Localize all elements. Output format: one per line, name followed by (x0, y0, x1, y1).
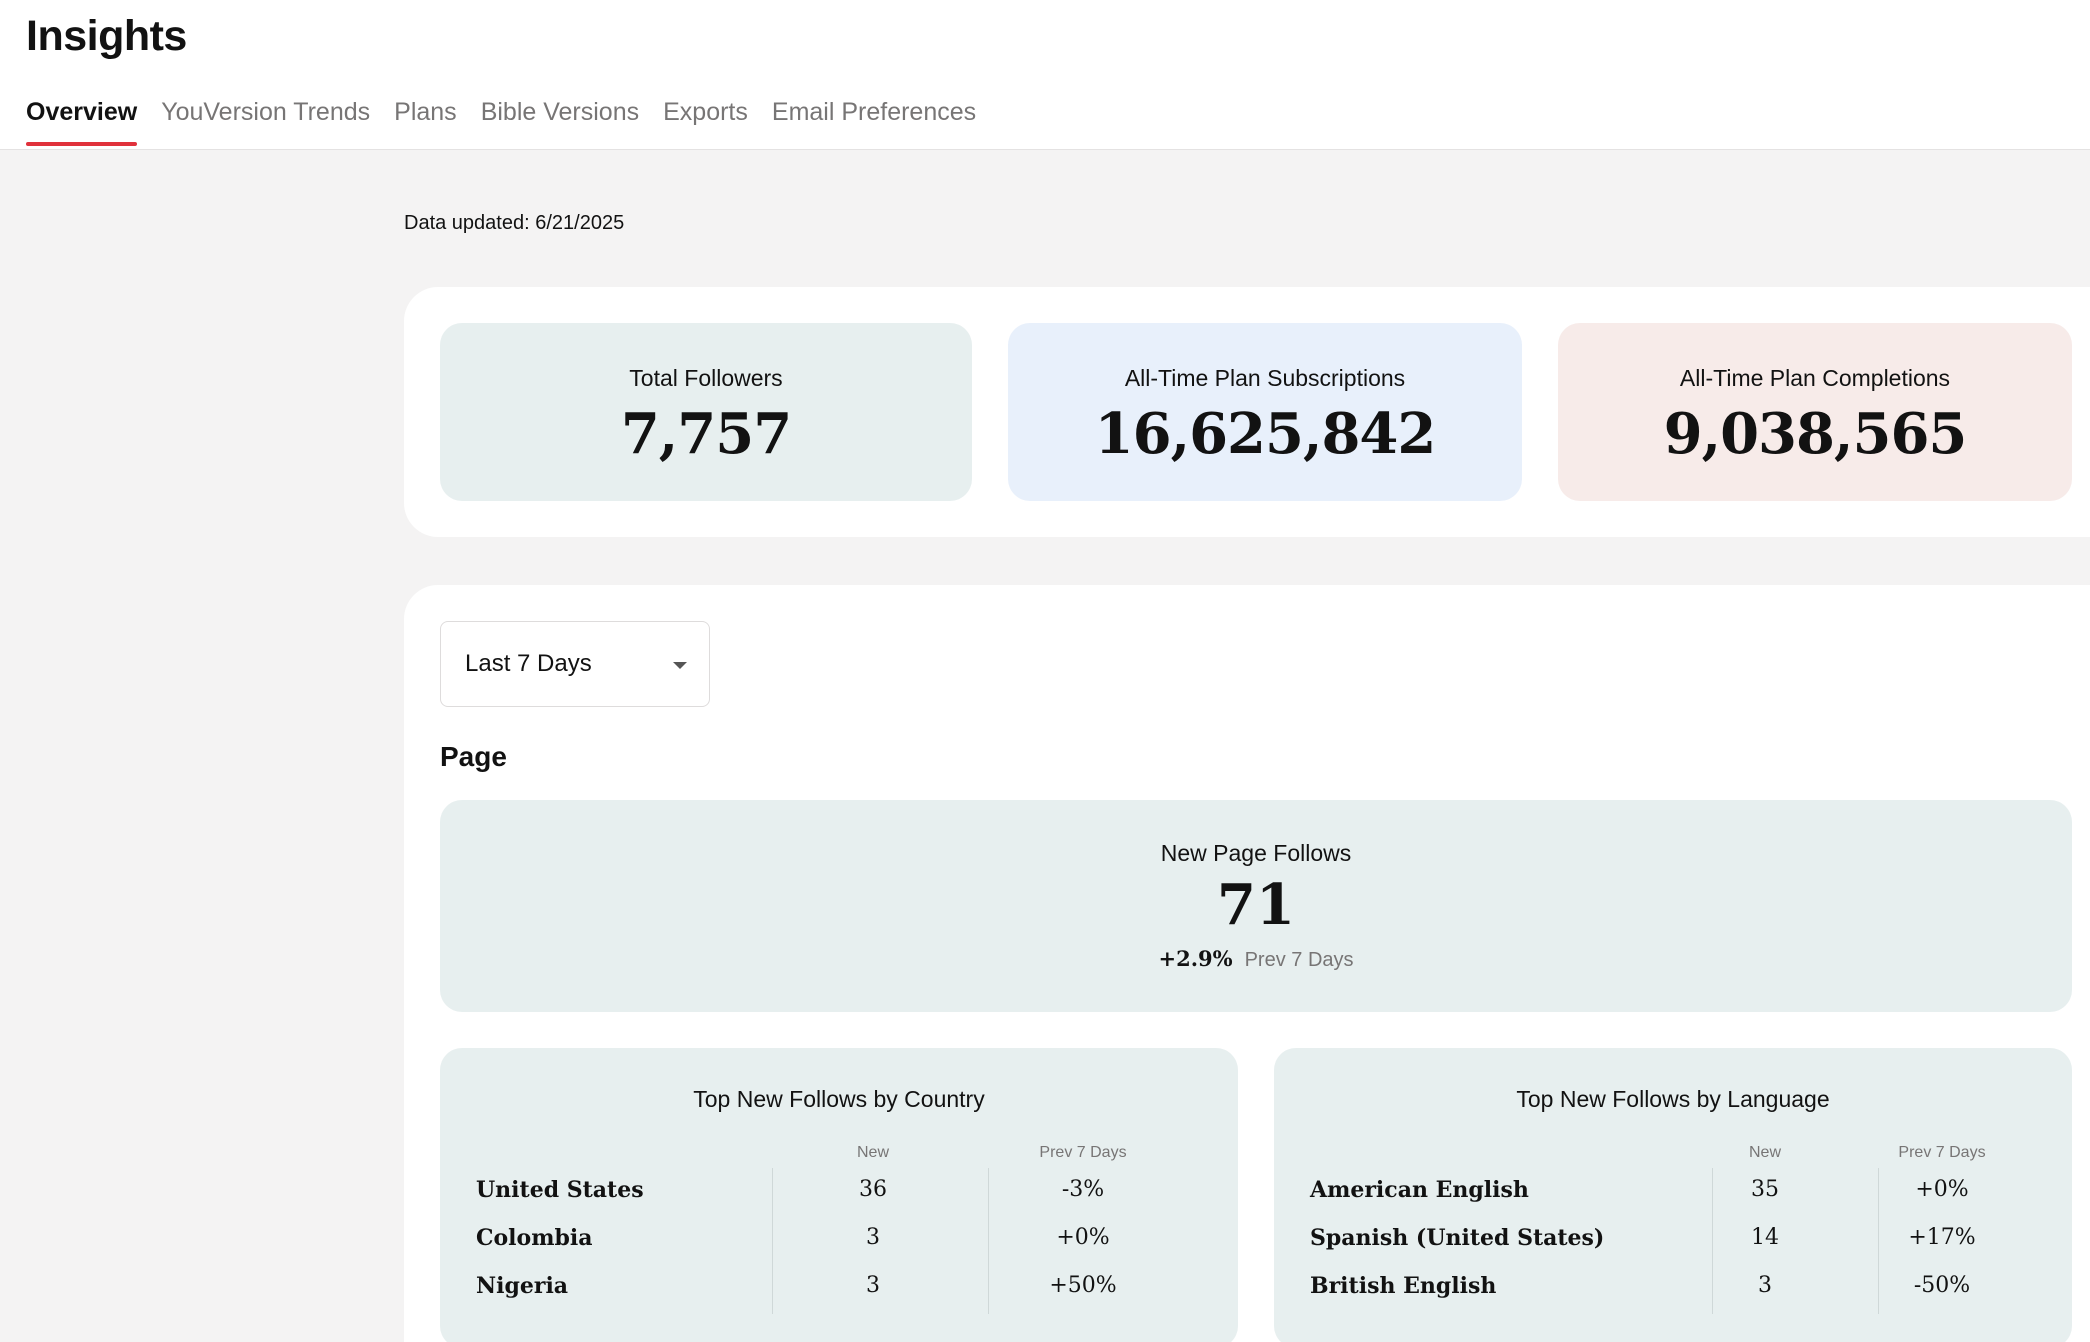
row-prev: +0% (1915, 1177, 1969, 1202)
column-divider (1878, 1168, 1879, 1314)
page-title: Insights (26, 12, 187, 60)
plan-subscriptions-stat: All-Time Plan Subscriptions 16,625,842 (1008, 323, 1522, 501)
data-updated-text: Data updated: 6/21/2025 (404, 212, 625, 234)
plan-completions-stat: All-Time Plan Completions 9,038,565 (1558, 323, 2072, 501)
stat-label: New Page Follows (1160, 840, 1352, 866)
tab-email-preferences[interactable]: Email Preferences (771, 98, 977, 126)
row-new: 14 (1751, 1225, 1779, 1250)
totals-card: Total Followers 7,757 All-Time Plan Subs… (404, 287, 2090, 537)
row-prev: -50% (1913, 1273, 1971, 1298)
stat-value: 16,625,842 (1094, 401, 1437, 467)
table-title: Top New Follows by Language (1516, 1086, 1830, 1112)
tab-youversion-trends[interactable]: YouVersion Trends (161, 98, 371, 126)
row-name: United States (476, 1177, 644, 1203)
stat-value: 71 (1217, 872, 1295, 938)
stat-label: All-Time Plan Completions (1679, 365, 1951, 391)
table-row: Colombia 3 +0% (440, 1214, 1238, 1262)
change-percent: +2.9% (1158, 946, 1233, 971)
row-name: Spanish (United States) (1310, 1225, 1605, 1251)
table-row: American English 35 +0% (1274, 1166, 2072, 1214)
table-title: Top New Follows by Country (693, 1086, 985, 1112)
top-follows-by-country-table: Top New Follows by Country New Prev 7 Da… (440, 1048, 1238, 1342)
section-title: Page (440, 741, 507, 772)
row-prev: +17% (1908, 1225, 1976, 1250)
page-insights-card: Last 7 Days Page New Page Follows 71 +2.… (404, 585, 2090, 1342)
table-row: Spanish (United States) 14 +17% (1274, 1214, 2072, 1262)
change-label: Prev 7 Days (1244, 949, 1354, 971)
row-prev: +50% (1049, 1273, 1117, 1298)
stat-label: Total Followers (629, 365, 783, 391)
row-prev: -3% (1061, 1177, 1105, 1202)
row-name: American English (1310, 1177, 1529, 1203)
row-new: 35 (1751, 1177, 1779, 1202)
change-row: +2.9% Prev 7 Days (440, 946, 2072, 972)
tab-overview[interactable]: Overview (26, 98, 138, 150)
header-bar: Insights Overview YouVersion Trends Plan… (0, 0, 2090, 150)
column-header-new: New (1748, 1144, 1781, 1161)
row-new: 3 (1758, 1273, 1772, 1298)
column-header-prev: Prev 7 Days (1039, 1144, 1127, 1161)
row-new: 36 (859, 1177, 887, 1202)
top-follows-by-language-table: Top New Follows by Language New Prev 7 D… (1274, 1048, 2072, 1342)
stat-label: All-Time Plan Subscriptions (1124, 365, 1406, 391)
column-divider (772, 1168, 773, 1314)
column-divider (988, 1168, 989, 1314)
column-header-new: New (856, 1144, 889, 1161)
table-row: United States 36 -3% (440, 1166, 1238, 1214)
date-range-select[interactable]: Last 7 Days (440, 621, 710, 707)
row-new: 3 (866, 1273, 880, 1298)
column-header-prev: Prev 7 Days (1898, 1144, 1986, 1161)
column-divider (1712, 1168, 1713, 1314)
tab-exports[interactable]: Exports (663, 98, 748, 126)
table-row: British English 3 -50% (1274, 1262, 2072, 1310)
tab-plans[interactable]: Plans (394, 98, 457, 126)
stat-value: 7,757 (620, 401, 792, 467)
row-name: British English (1310, 1273, 1497, 1299)
stat-value: 9,038,565 (1663, 401, 1968, 467)
date-range-value: Last 7 Days (465, 650, 592, 677)
row-name: Nigeria (476, 1273, 569, 1299)
row-prev: +0% (1056, 1225, 1110, 1250)
new-page-follows-stat: New Page Follows 71 +2.9% Prev 7 Days (440, 800, 2072, 1012)
tab-bar: Overview YouVersion Trends Plans Bible V… (26, 98, 1000, 150)
row-name: Colombia (476, 1225, 593, 1251)
row-new: 3 (866, 1225, 880, 1250)
chevron-down-icon (673, 662, 687, 669)
total-followers-stat: Total Followers 7,757 (440, 323, 972, 501)
table-row: Nigeria 3 +50% (440, 1262, 1238, 1310)
tab-bible-versions[interactable]: Bible Versions (480, 98, 640, 126)
